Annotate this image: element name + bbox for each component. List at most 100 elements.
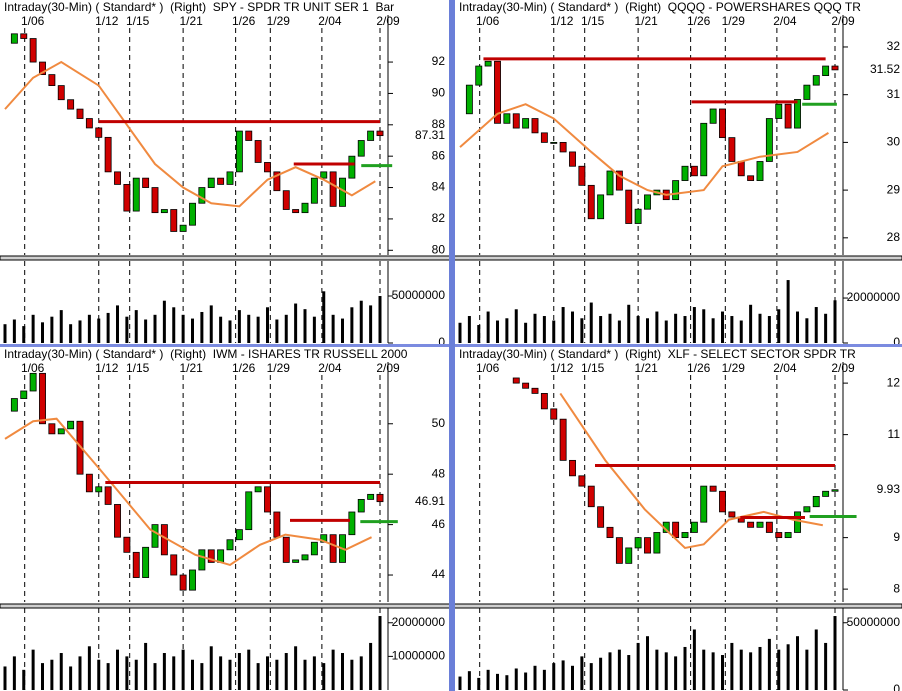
y-tick-label: 48 [432,466,446,480]
panel-title: Intraday(30-Min) ( Standard* ) (Right) X… [459,347,856,361]
candle-body [217,549,225,563]
candle-body [812,75,820,86]
volume-bar [758,313,762,343]
candle-body [348,511,356,536]
candle-body [672,521,680,539]
y-tick-label: 44 [432,567,446,581]
candle-body [587,485,595,508]
volume-bar [796,311,799,343]
x-tick-label: 1/15 [126,14,150,28]
volume-bar [730,642,734,690]
candle-body [123,536,131,553]
moving-average [4,60,376,208]
volume-bar [599,316,603,343]
candle-body [57,85,65,101]
volume-bar [617,649,621,690]
candle-body [831,65,839,71]
volume-bar [552,663,556,690]
volume-bar [209,305,213,343]
x-tick-label: 1/29 [267,14,291,28]
volume-bar [378,296,382,343]
volume-bar [721,311,724,343]
x-tick-label: 1/06 [21,14,45,28]
x-tick-label: 1/15 [581,361,605,375]
candle-body [76,420,84,475]
volume-bar [350,307,354,343]
volume-bar [571,665,574,690]
volume-bar [228,659,232,690]
y-tick-label: 80 [432,242,446,256]
volume-bar [664,320,668,343]
y-tick-label: 0 [893,682,900,691]
candle-body [114,504,121,538]
candle-body [114,171,121,185]
volume-bar [496,673,499,690]
y-tick-label: 30 [887,135,901,149]
volume-bar [552,320,556,343]
volume-bar [191,318,194,343]
candle-body [625,189,633,224]
volume-bar [69,324,73,343]
candle-body [634,208,642,224]
volume-bar [505,318,509,343]
volume-bar [833,300,837,343]
y-tick-label: 0 [438,335,445,349]
volume-bar [3,666,7,690]
candle-body [578,165,586,186]
volume-bar [777,309,781,343]
volume-bar [767,316,771,343]
volume-bar [219,316,223,343]
volume-bar [59,653,63,690]
volume-bar [247,314,251,343]
volume-bar [542,316,546,343]
candle-body [29,372,37,392]
candle-body [690,521,698,533]
volume-bar [144,642,148,690]
y-tick-label: 8 [893,581,900,595]
window-divider [449,0,455,691]
x-tick-label: 1/26 [232,361,256,375]
y-tick-label: 20000000 [847,290,901,304]
y-tick-label: 50 [432,416,446,430]
volume-bar [3,324,7,343]
candle-body [709,108,717,124]
candle-body [794,99,801,129]
volume-bar [824,313,828,343]
volume-bar [172,307,176,343]
candle-body [367,493,375,500]
candle-body [559,141,567,153]
volume-bar [294,303,298,343]
candle-body [245,491,253,531]
volume-bar [486,311,490,343]
candle-body [85,118,93,129]
candle-body [606,526,614,539]
y-tick-label: 32 [887,39,901,53]
candle-body [719,490,726,513]
volume-bar [655,649,659,690]
candle-body [690,165,698,177]
candle-body [597,194,605,220]
candle-body [822,490,830,497]
volume-bar [200,663,204,690]
x-tick-label: 2/04 [318,361,342,375]
volume-bar [589,663,593,690]
candle-body [367,130,375,141]
volume-bar [116,305,119,343]
x-tick-label: 1/06 [21,361,45,375]
volume-bar [144,319,148,343]
volume-bar [571,311,574,343]
volume-bar [200,311,204,343]
volume-bar [116,649,119,690]
volume-bar [646,636,649,690]
y-tick-label: 84 [432,180,446,194]
candle-body [812,496,820,508]
volume-bar [758,646,762,690]
volume-bar [636,642,640,690]
volume-bar [608,313,612,343]
candle-body [217,177,225,185]
volume-bar [284,653,288,690]
candle-body [142,177,150,188]
candle-body [273,171,281,192]
volume-bar [209,646,213,690]
y-tick-label: 12 [887,375,901,389]
